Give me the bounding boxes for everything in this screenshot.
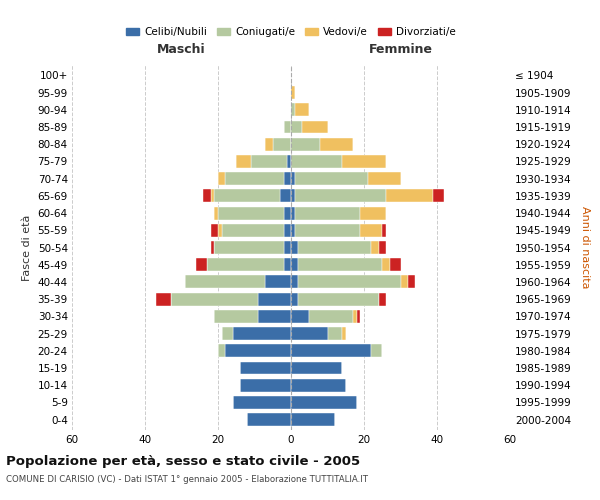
Bar xyxy=(291,396,356,409)
Bar xyxy=(218,224,221,236)
Legend: Celibi/Nubili, Coniugati/e, Vedovi/e, Divorziati/e: Celibi/Nubili, Coniugati/e, Vedovi/e, Di… xyxy=(122,23,460,41)
Bar xyxy=(273,138,291,150)
Bar xyxy=(214,241,284,254)
Bar xyxy=(291,379,346,392)
Bar xyxy=(291,413,335,426)
Bar xyxy=(291,155,342,168)
Bar xyxy=(401,276,408,288)
Bar xyxy=(218,206,284,220)
Bar xyxy=(287,155,291,168)
Bar xyxy=(251,155,287,168)
Bar xyxy=(203,190,211,202)
Bar xyxy=(379,292,386,306)
Bar xyxy=(298,258,382,271)
Bar xyxy=(156,292,170,306)
Bar xyxy=(221,224,284,236)
Bar xyxy=(295,206,361,220)
Bar xyxy=(207,258,284,271)
Bar xyxy=(408,276,415,288)
Bar xyxy=(298,292,379,306)
Bar xyxy=(265,138,273,150)
Bar xyxy=(284,224,291,236)
Bar xyxy=(309,310,353,323)
Bar xyxy=(361,224,382,236)
Bar xyxy=(295,104,309,116)
Bar xyxy=(211,224,218,236)
Bar xyxy=(291,258,298,271)
Bar xyxy=(240,362,291,374)
Bar xyxy=(284,241,291,254)
Y-axis label: Anni di nascita: Anni di nascita xyxy=(580,206,590,289)
Bar xyxy=(214,190,280,202)
Bar xyxy=(291,104,295,116)
Text: Popolazione per età, sesso e stato civile - 2005: Popolazione per età, sesso e stato civil… xyxy=(6,455,360,468)
Bar xyxy=(291,310,309,323)
Bar xyxy=(295,190,386,202)
Bar xyxy=(368,172,401,185)
Bar xyxy=(371,241,379,254)
Bar xyxy=(218,344,226,358)
Bar xyxy=(221,327,233,340)
Bar xyxy=(291,327,328,340)
Bar xyxy=(379,241,386,254)
Bar xyxy=(226,344,291,358)
Bar xyxy=(211,190,214,202)
Bar xyxy=(382,224,386,236)
Bar xyxy=(353,310,356,323)
Bar xyxy=(185,276,265,288)
Bar xyxy=(247,413,291,426)
Bar xyxy=(386,190,433,202)
Bar xyxy=(196,258,207,271)
Bar xyxy=(240,379,291,392)
Bar xyxy=(389,258,401,271)
Bar xyxy=(258,292,291,306)
Bar xyxy=(342,327,346,340)
Bar xyxy=(342,155,386,168)
Bar xyxy=(298,276,401,288)
Bar xyxy=(291,86,295,99)
Bar xyxy=(284,172,291,185)
Bar xyxy=(214,206,218,220)
Bar xyxy=(284,258,291,271)
Text: Femmine: Femmine xyxy=(368,44,433,57)
Bar xyxy=(291,138,320,150)
Bar xyxy=(320,138,353,150)
Bar xyxy=(291,172,295,185)
Bar xyxy=(433,190,444,202)
Text: COMUNE DI CARISIO (VC) - Dati ISTAT 1° gennaio 2005 - Elaborazione TUTTITALIA.IT: COMUNE DI CARISIO (VC) - Dati ISTAT 1° g… xyxy=(6,475,368,484)
Bar xyxy=(371,344,382,358)
Y-axis label: Fasce di età: Fasce di età xyxy=(22,214,32,280)
Bar xyxy=(356,310,361,323)
Bar xyxy=(361,206,386,220)
Bar xyxy=(298,241,371,254)
Bar xyxy=(265,276,291,288)
Bar xyxy=(291,241,298,254)
Bar xyxy=(170,292,258,306)
Bar xyxy=(295,172,368,185)
Bar xyxy=(291,292,298,306)
Bar xyxy=(291,224,295,236)
Bar xyxy=(291,190,295,202)
Bar xyxy=(233,396,291,409)
Bar xyxy=(291,276,298,288)
Bar xyxy=(284,120,291,134)
Bar xyxy=(280,190,291,202)
Text: Maschi: Maschi xyxy=(157,44,206,57)
Bar xyxy=(295,224,361,236)
Bar xyxy=(291,344,371,358)
Bar xyxy=(214,310,258,323)
Bar xyxy=(226,172,284,185)
Bar xyxy=(258,310,291,323)
Bar xyxy=(233,327,291,340)
Bar xyxy=(291,206,295,220)
Bar xyxy=(302,120,328,134)
Bar xyxy=(291,120,302,134)
Bar xyxy=(291,362,342,374)
Bar xyxy=(328,327,342,340)
Bar xyxy=(218,172,226,185)
Bar xyxy=(211,241,214,254)
Bar xyxy=(284,206,291,220)
Bar xyxy=(236,155,251,168)
Bar xyxy=(382,258,389,271)
